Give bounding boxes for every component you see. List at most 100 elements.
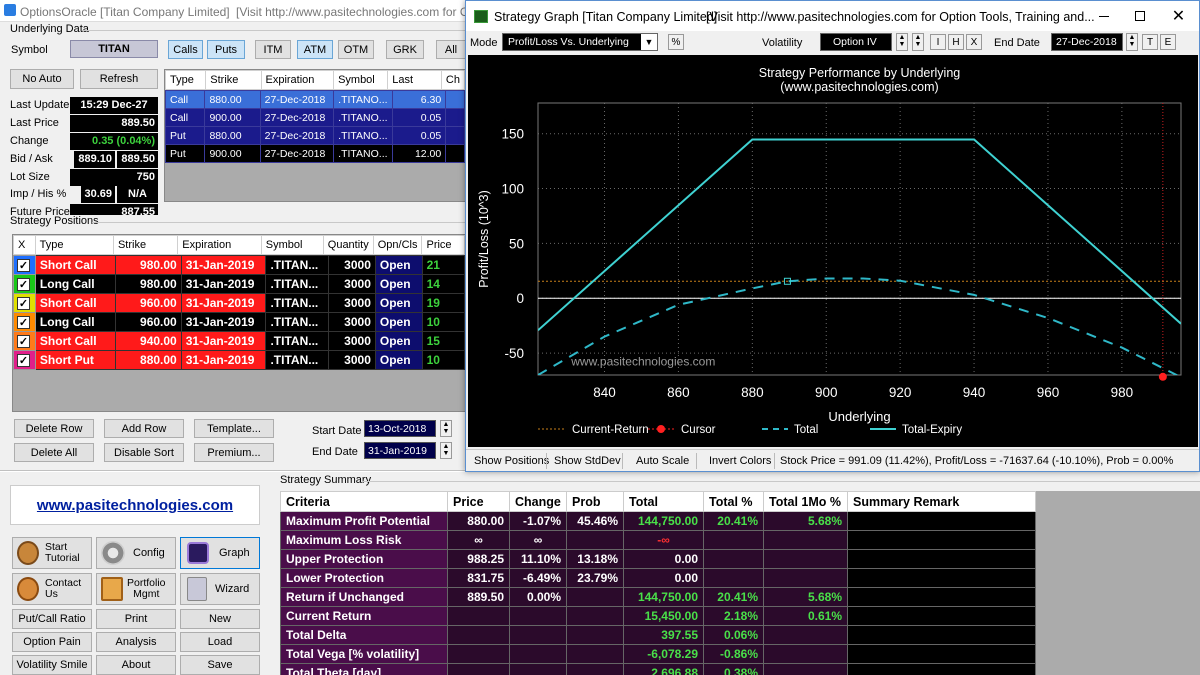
position-checkbox[interactable]: ✓	[13, 331, 36, 351]
percent-button[interactable]: %	[668, 34, 684, 50]
invert-colors-button[interactable]: Invert Colors	[709, 455, 772, 467]
sum-col-total-pct[interactable]: Total %	[703, 491, 764, 512]
opt-col-symbol[interactable]: Symbol	[333, 70, 389, 90]
summary-row[interactable]: Total Vega [% volatility] -6,078.29 -0.86%	[280, 644, 1036, 664]
about-button[interactable]: About	[96, 655, 176, 675]
mode-dropdown-button[interactable]: ▼	[641, 34, 657, 50]
pos-col-expiration[interactable]: Expiration	[177, 235, 262, 255]
pos-col-opn-cls[interactable]: Opn/Cls	[372, 235, 423, 255]
summary-row[interactable]: Total Theta [day] 2,696.88 0.38%	[280, 663, 1036, 675]
contact-us-button[interactable]: Contact Us	[12, 573, 92, 605]
summary-row[interactable]: Current Return 15,450.00 2.18% 0.61%	[280, 606, 1036, 626]
opt-col-expiration[interactable]: Expiration	[260, 70, 335, 90]
start-date-spinner[interactable]: ▲ ▼	[440, 420, 452, 437]
start-date-field[interactable]: 13-Oct-2018	[364, 420, 436, 437]
summary-row[interactable]: Lower Protection 831.75 -6.49% 23.79% 0.00	[280, 568, 1036, 588]
puts-button[interactable]: Puts	[207, 40, 245, 59]
summary-row[interactable]: Maximum Profit Potential 880.00 -1.07% 45.4…	[280, 511, 1036, 531]
position-row[interactable]: ✓ Short Put 880.00 31-Jan-2019 .TITAN... 3000…	[13, 350, 465, 370]
i-button[interactable]: I	[930, 34, 946, 50]
option-pain-button[interactable]: Option Pain	[12, 632, 92, 652]
symbol-field[interactable]: TITAN	[70, 40, 158, 58]
options-row[interactable]: Put 880.00 27-Dec-2018 .TITANO... 0.05	[165, 126, 465, 145]
refresh-button[interactable]: Refresh	[80, 69, 158, 89]
portfolio-button[interactable]: Portfolio Mgmt	[96, 573, 176, 605]
close-button[interactable]: ✕	[1158, 1, 1199, 31]
save-button[interactable]: Save	[180, 655, 260, 675]
summary-row[interactable]: Return if Unchanged 889.50 0.00% 144,750.00…	[280, 587, 1036, 607]
sum-col-remark[interactable]: Summary Remark	[847, 491, 1036, 512]
pos-col-type[interactable]: Type	[34, 235, 114, 255]
graph-end-date-spinner[interactable]: ▲ ▼	[1126, 33, 1138, 51]
volatility-spinner-2[interactable]: ▲ ▼	[912, 33, 924, 51]
position-row[interactable]: ✓ Short Call 960.00 31-Jan-2019 .TITAN... 300…	[13, 293, 465, 313]
options-row[interactable]: Call 900.00 27-Dec-2018 .TITANO... 0.05	[165, 108, 465, 127]
graph-end-date-field[interactable]: 27-Dec-2018	[1051, 33, 1123, 51]
premium-button[interactable]: Premium...	[194, 443, 274, 462]
analysis-button[interactable]: Analysis	[96, 632, 176, 652]
strategy-chart[interactable]: Strategy Performance by Underlying(www.p…	[468, 55, 1198, 447]
opt-col-ch[interactable]: Ch	[440, 70, 465, 90]
put-call-ratio-button[interactable]: Put/Call Ratio	[12, 609, 92, 629]
position-row[interactable]: ✓ Long Call 980.00 31-Jan-2019 .TITAN... 3000…	[13, 274, 465, 294]
atm-button[interactable]: ATM	[297, 40, 333, 59]
end-date-field[interactable]: 31-Jan-2019	[364, 442, 436, 459]
position-row[interactable]: ✓ Long Call 960.00 31-Jan-2019 .TITAN... 3000…	[13, 312, 465, 332]
opt-col-last[interactable]: Last	[387, 70, 442, 90]
disable-sort-button[interactable]: Disable Sort	[104, 443, 184, 462]
add-row-button[interactable]: Add Row	[104, 419, 184, 438]
position-checkbox[interactable]: ✓	[13, 293, 36, 313]
start-tutorial-button[interactable]: Start Tutorial	[12, 537, 92, 569]
config-button[interactable]: Config	[96, 537, 176, 569]
volatility-spinner-1[interactable]: ▲ ▼	[896, 33, 908, 51]
grk-button[interactable]: GRK	[386, 40, 424, 59]
mode-select[interactable]: Profit/Loss Vs. Underlying	[502, 33, 658, 51]
pos-col-symbol[interactable]: Symbol	[260, 235, 324, 255]
delete-all-button[interactable]: Delete All	[14, 443, 94, 462]
otm-button[interactable]: OTM	[338, 40, 374, 59]
sum-col-price[interactable]: Price	[447, 491, 510, 512]
pos-col-x[interactable]: X	[13, 235, 36, 255]
position-checkbox[interactable]: ✓	[13, 350, 36, 370]
summary-row[interactable]: Upper Protection 988.25 11.10% 13.18% 0.00	[280, 549, 1036, 569]
h-button[interactable]: H	[948, 34, 964, 50]
position-row[interactable]: ✓ Short Call 980.00 31-Jan-2019 .TITAN... 300…	[13, 255, 465, 275]
sum-col-criteria[interactable]: Criteria	[280, 491, 448, 512]
sum-col-total[interactable]: Total	[623, 491, 704, 512]
sum-col-prob[interactable]: Prob	[566, 491, 624, 512]
minimize-button[interactable]	[1086, 1, 1122, 31]
website-link[interactable]: www.pasitechnologies.com	[36, 496, 234, 514]
calls-button[interactable]: Calls	[168, 40, 203, 59]
t-button[interactable]: T	[1142, 34, 1158, 50]
graph-button[interactable]: Graph	[180, 537, 260, 569]
options-row[interactable]: Call 880.00 27-Dec-2018 .TITANO... 6.30	[165, 90, 465, 109]
pos-col-quantity[interactable]: Quantity	[322, 235, 374, 255]
opt-col-strike[interactable]: Strike	[205, 70, 262, 90]
template-button[interactable]: Template...	[194, 419, 274, 438]
options-row[interactable]: Put 900.00 27-Dec-2018 .TITANO... 12.00	[165, 144, 465, 163]
x-button[interactable]: X	[966, 34, 982, 50]
position-checkbox[interactable]: ✓	[13, 255, 36, 275]
all-button[interactable]: All	[436, 40, 466, 59]
auto-scale-button[interactable]: Auto Scale	[636, 455, 690, 467]
summary-row[interactable]: Maximum Loss Risk ∞ ∞ -∞	[280, 530, 1036, 550]
position-row[interactable]: ✓ Short Call 940.00 31-Jan-2019 .TITAN... 300…	[13, 331, 465, 351]
no-auto-button[interactable]: No Auto	[10, 69, 74, 89]
print-button[interactable]: Print	[96, 609, 176, 629]
show-stddev-button[interactable]: Show StdDev	[554, 455, 621, 467]
e-button[interactable]: E	[1160, 34, 1176, 50]
summary-row[interactable]: Total Delta 397.55 0.06%	[280, 625, 1036, 645]
pos-col-strike[interactable]: Strike	[112, 235, 179, 255]
position-checkbox[interactable]: ✓	[13, 274, 36, 294]
load-button[interactable]: Load	[180, 632, 260, 652]
sum-col-change[interactable]: Change	[509, 491, 567, 512]
new-button[interactable]: New	[180, 609, 260, 629]
sum-col-total-1mo[interactable]: Total 1Mo %	[763, 491, 848, 512]
opt-col-type[interactable]: Type	[165, 70, 207, 90]
show-positions-button[interactable]: Show Positions	[474, 455, 550, 467]
wizard-button[interactable]: Wizard	[180, 573, 260, 605]
itm-button[interactable]: ITM	[255, 40, 291, 59]
volatility-field[interactable]: Option IV	[820, 33, 892, 51]
end-date-spinner[interactable]: ▲ ▼	[440, 442, 452, 459]
pos-col-price[interactable]: Price	[421, 235, 465, 255]
